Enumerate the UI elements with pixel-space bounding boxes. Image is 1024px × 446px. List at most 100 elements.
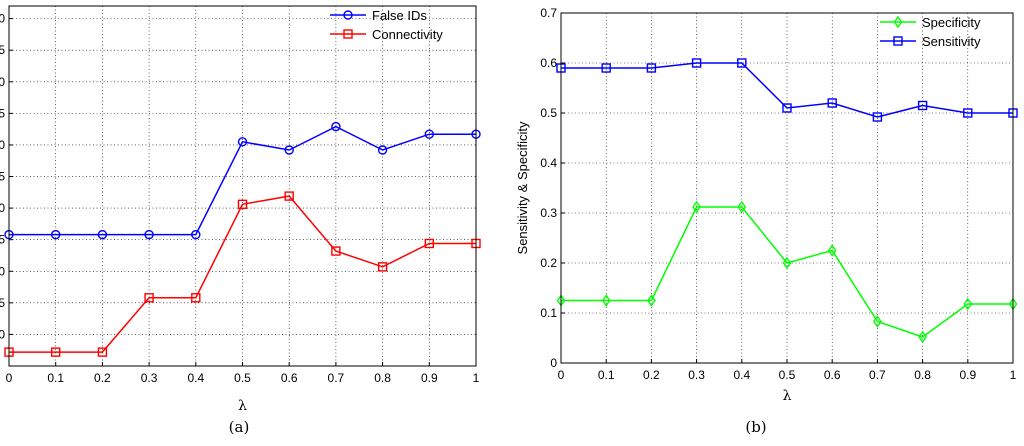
data-point-connectivity: [97, 347, 108, 357]
x-tick-label: 1: [1010, 368, 1017, 382]
y-tick-label: 80: [0, 12, 5, 26]
legend-marker-false-ids: [343, 10, 353, 20]
x-tick-label: 0.8: [914, 368, 931, 382]
data-point-specificity: [782, 256, 792, 270]
x-tick-label: 0.7: [328, 371, 345, 385]
x-tick-label: 0: [6, 371, 13, 385]
x-tick-label: 0.7: [869, 368, 886, 382]
data-point-sensitivity: [963, 108, 973, 118]
chart-b-x-axis-label: λ: [783, 388, 792, 404]
data-point-sensitivity: [827, 98, 837, 108]
data-point-sensitivity: [646, 63, 657, 73]
chart-a-legend: False IDs Connectivity: [330, 8, 443, 42]
series-line-connectivity: [9, 195, 476, 353]
x-tick-label: 0.9: [421, 371, 438, 385]
data-point-sensitivity: [737, 58, 747, 68]
data-point-connectivity: [237, 199, 248, 210]
data-point-sensitivity: [917, 100, 928, 111]
data-point-specificity: [647, 294, 656, 307]
legend-label-false-ids: False IDs: [372, 8, 427, 23]
x-tick-label: 0.2: [643, 368, 660, 382]
series-line-sensitivity: [561, 62, 1013, 118]
x-tick-label: 0.3: [141, 371, 158, 385]
data-point-false-ids: [331, 121, 341, 132]
chart-a-ticks: 0 0.1 0.2 0.3 0.4 0.5 0.6 0.7 0.8 0.9 1 30 35 40 45 50 5…: [0, 12, 480, 385]
chart-b-ticks: 0 0.1 0.2 0.3 0.4 0.5 0.6 0.7 0.8 0.9 1 0 0.1 0.2 0.3 0…: [540, 6, 1016, 382]
legend-marker-specificity: [893, 15, 903, 29]
y-tick-label: 0.1: [540, 306, 557, 320]
legend-marker-sensitivity: [893, 36, 903, 46]
x-tick-label: 0.5: [779, 368, 796, 382]
data-point-specificity: [737, 200, 747, 214]
x-tick-label: 0.1: [47, 371, 64, 385]
series-line-specificity: [561, 206, 1013, 338]
data-point-connectivity: [424, 238, 434, 249]
x-tick-label: 0: [558, 368, 565, 382]
x-tick-label: 0.2: [94, 371, 111, 385]
x-tick-label: 0.6: [824, 368, 841, 382]
x-tick-label: 0.5: [234, 371, 251, 385]
data-point-false-ids: [424, 129, 434, 139]
legend-label-sensitivity: Sensitivity: [922, 34, 981, 49]
data-point-connectivity: [331, 246, 341, 256]
data-point-false-ids: [51, 229, 61, 240]
chart-a-plot-frame: [8, 5, 477, 367]
data-point-sensitivity: [872, 112, 883, 122]
x-tick-label: 0.4: [187, 371, 204, 385]
x-tick-label: 1: [473, 371, 480, 385]
chart-panel-a: 0 0.1 0.2 0.3 0.4 0.5 0.6 0.7 0.8 0.9 1 30 35 40 45 50 5…: [0, 5, 481, 436]
y-tick-label: 0.6: [540, 56, 557, 70]
x-tick-label: 0.6: [281, 371, 298, 385]
chart-a-grid: [8, 6, 477, 366]
data-point-specificity: [918, 330, 927, 344]
legend-marker-connectivity: [343, 29, 353, 39]
y-tick-label: 40: [0, 264, 5, 278]
chart-a-series-layer: [4, 121, 481, 357]
data-point-specificity: [963, 297, 973, 311]
y-tick-label: 45: [0, 233, 5, 247]
chart-a-x-axis-label: λ: [238, 398, 247, 414]
data-point-connectivity: [191, 293, 201, 303]
data-point-connectivity: [284, 191, 294, 201]
y-tick-label: 65: [0, 106, 5, 120]
data-point-specificity: [692, 200, 701, 214]
data-point-connectivity: [144, 293, 154, 303]
data-point-connectivity: [51, 347, 61, 357]
y-tick-label: 0.5: [540, 106, 557, 120]
x-tick-label: 0.1: [598, 368, 615, 382]
x-tick-label: 0.4: [733, 368, 750, 382]
data-point-specificity: [873, 315, 882, 328]
y-tick-label: 0.2: [540, 256, 557, 270]
legend-label-specificity: Specificity: [922, 15, 981, 30]
data-point-sensitivity: [782, 103, 792, 113]
chart-a-caption: (a): [229, 418, 250, 436]
data-point-false-ids: [191, 229, 201, 240]
y-tick-label: 60: [0, 138, 5, 152]
data-point-false-ids: [377, 145, 388, 155]
chart-b-legend: Specificity Sensitivity: [880, 15, 981, 49]
y-tick-label: 0.4: [540, 156, 557, 170]
data-point-sensitivity: [691, 58, 702, 68]
data-point-false-ids: [284, 145, 294, 155]
x-tick-label: 0.9: [959, 368, 976, 382]
series-line-false-ids: [9, 125, 476, 236]
y-tick-label: 70: [0, 75, 5, 89]
chart-panel-b: 0 0.1 0.2 0.3 0.4 0.5 0.6 0.7 0.8 0.9 1 0 0.1 0.2 0.3 0…: [515, 6, 1018, 436]
legend-label-connectivity: Connectivity: [372, 27, 443, 42]
x-tick-label: 0.8: [374, 371, 391, 385]
x-tick-label: 0.3: [688, 368, 705, 382]
data-point-sensitivity: [601, 63, 611, 73]
y-tick-label: 0.3: [540, 206, 557, 220]
y-tick-label: 0: [550, 356, 557, 370]
data-point-false-ids: [97, 229, 108, 240]
y-tick-label: 30: [0, 327, 5, 341]
chart-b-caption: (b): [745, 418, 766, 436]
chart-b-y-axis-label: Sensitivity & Specificity: [515, 121, 530, 254]
y-tick-label: 50: [0, 201, 5, 215]
data-point-false-ids: [237, 137, 248, 147]
y-tick-label: 55: [0, 170, 5, 184]
y-tick-label: 0.7: [540, 6, 557, 20]
y-tick-label: 75: [0, 43, 5, 57]
data-point-specificity: [601, 294, 611, 307]
